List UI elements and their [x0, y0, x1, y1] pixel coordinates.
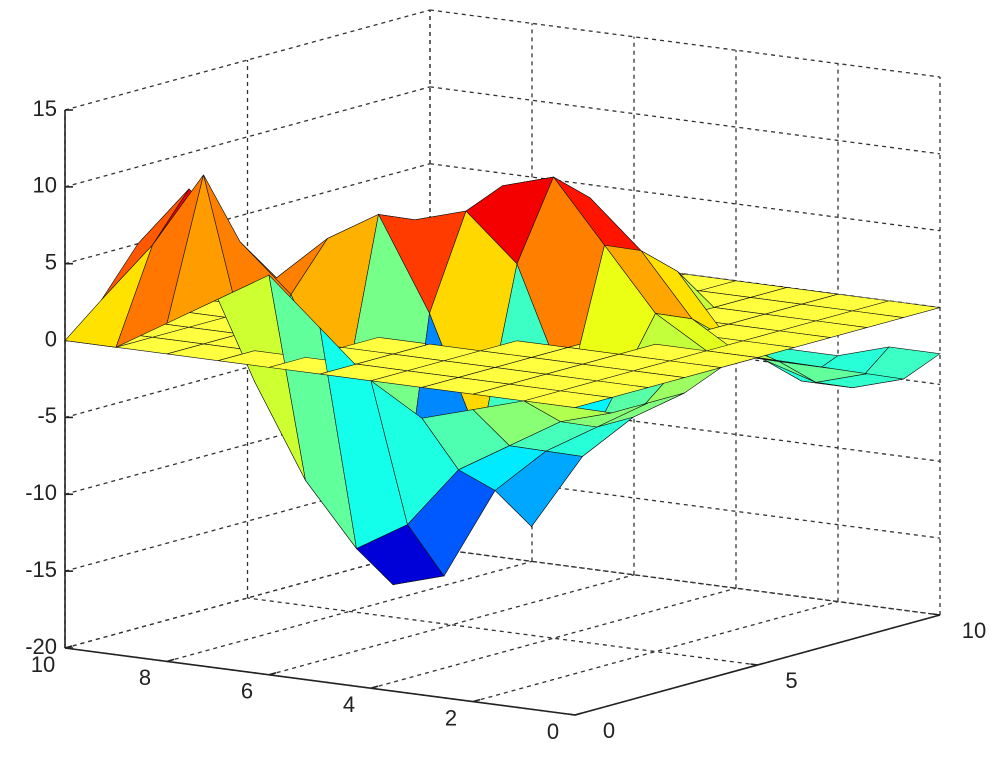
z-tick-label: 0 — [45, 326, 57, 351]
x-tick-label: 2 — [445, 705, 457, 730]
x-tick — [166, 658, 175, 663]
grid-line — [166, 560, 533, 663]
x-tick-label: 4 — [343, 692, 355, 717]
x-tick — [370, 685, 379, 689]
x-tick — [472, 698, 481, 703]
grid-line — [429, 163, 941, 232]
x-tick — [574, 712, 583, 716]
x-tick — [268, 672, 277, 676]
z-tick-label: 5 — [45, 250, 57, 275]
grid-line — [370, 587, 737, 689]
y-tick — [932, 613, 941, 616]
grid-line — [429, 9, 941, 78]
grid-line — [429, 547, 941, 616]
grid-line — [247, 597, 758, 666]
x-axis — [64, 647, 576, 716]
grid-line — [268, 574, 635, 676]
grid-line — [429, 470, 941, 539]
grid-line — [472, 600, 839, 703]
grid-line — [429, 86, 941, 155]
x-tick-label: 8 — [139, 665, 151, 690]
grid-line — [64, 86, 431, 188]
x-tick-label: 0 — [547, 719, 559, 744]
grid-line — [429, 393, 941, 462]
y-tick — [567, 713, 576, 716]
x-tick-label: 6 — [241, 679, 253, 704]
z-tick-label: 15 — [33, 96, 57, 121]
z-tick-label: -5 — [37, 403, 57, 428]
y-tick-label: 0 — [603, 718, 615, 743]
plane-face — [523, 390, 612, 408]
z-tick-label: 10 — [33, 173, 57, 198]
y-tick-label: 10 — [962, 618, 986, 643]
x-tick — [64, 645, 73, 649]
grid-line — [64, 9, 431, 111]
z-tick-label: -20 — [25, 634, 57, 659]
z-tick-label: -15 — [25, 557, 57, 582]
z-tick-label: -10 — [25, 480, 57, 505]
grid-line — [64, 163, 431, 265]
y-tick — [750, 663, 758, 666]
grid-line — [64, 547, 431, 649]
y-tick-label: 5 — [785, 668, 797, 693]
x-tick-label: 10 — [31, 652, 55, 677]
